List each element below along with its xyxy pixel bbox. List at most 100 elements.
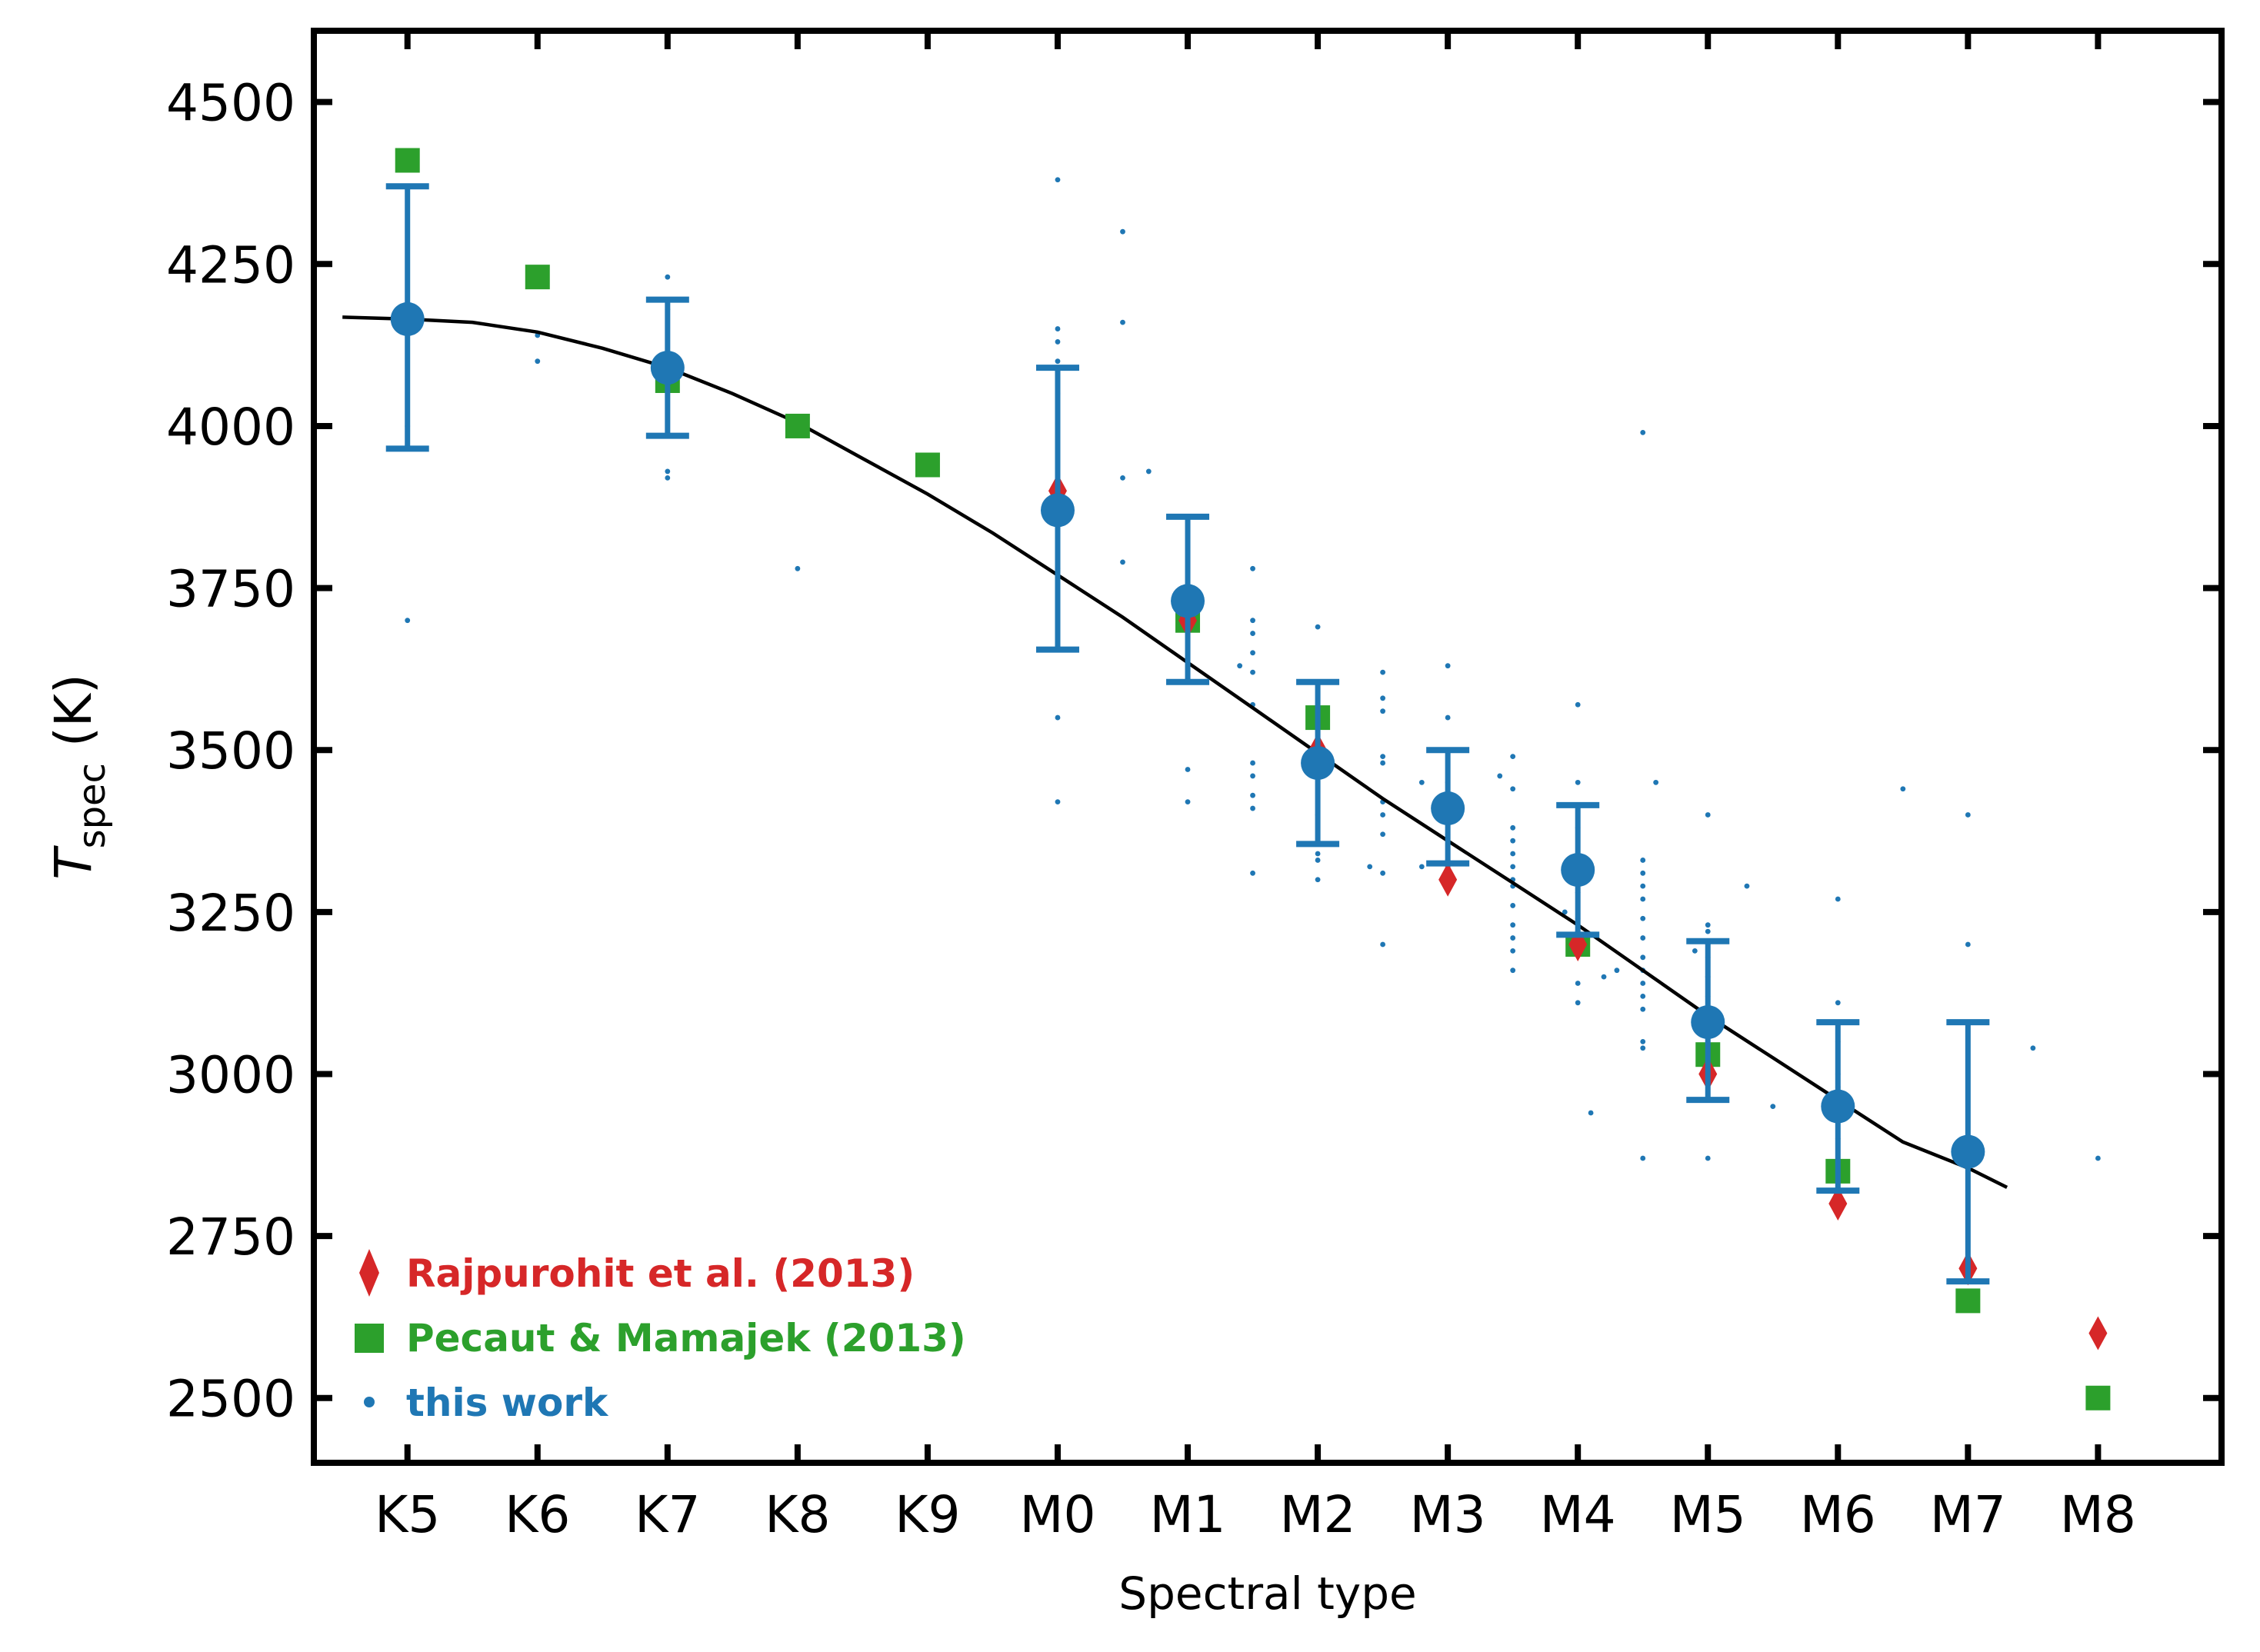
- pecaut-point: [915, 452, 940, 478]
- x-tick-label: M3: [1410, 1485, 1486, 1544]
- this-work-star-point: [1640, 1045, 1646, 1051]
- legend-label-rajpurohit: Rajpurohit et al. (2013): [406, 1251, 915, 1296]
- x-tick-label: M4: [1540, 1485, 1616, 1544]
- this-work-star-point: [1653, 779, 1659, 785]
- this-work-star-point: [665, 475, 671, 481]
- x-axis-label: Spectral type: [1118, 1567, 1416, 1620]
- this-work-star-point: [1575, 701, 1581, 708]
- binned-mean-point: [1821, 1089, 1855, 1124]
- binned-mean-point: [1951, 1134, 1985, 1169]
- x-tick-label: M6: [1800, 1485, 1876, 1544]
- plot-frame: [311, 28, 2225, 1466]
- x-tick-label: M8: [2060, 1485, 2136, 1544]
- this-work-star-point: [1055, 799, 1061, 805]
- this-work-star-point: [1250, 870, 1255, 876]
- x-tick-label: M1: [1150, 1485, 1226, 1544]
- legend: Rajpurohit et al. (2013) Pecaut & Mamaje…: [355, 1249, 966, 1425]
- this-work-star-point: [1705, 812, 1711, 818]
- this-work-star-point: [1705, 1155, 1711, 1161]
- y-tick-label: 4500: [166, 74, 295, 133]
- this-work-star-point: [665, 468, 671, 475]
- this-work-star-point: [2030, 1045, 2036, 1051]
- this-work-star-point: [1380, 831, 1386, 838]
- this-work-star-point: [1510, 948, 1516, 954]
- this-work-star-point: [1250, 650, 1255, 656]
- this-work-star-point: [1380, 695, 1386, 701]
- binned-mean-point: [1431, 791, 1465, 826]
- this-work-star-point: [1575, 981, 1581, 986]
- binned-mean-point: [1691, 1005, 1725, 1040]
- this-work-star-point: [1705, 928, 1711, 934]
- this-work-star-point: [1250, 773, 1255, 779]
- this-work-star-point: [1640, 981, 1646, 986]
- this-work-star-point: [1445, 663, 1451, 669]
- this-work-star-point: [1445, 714, 1451, 721]
- this-work-star-point: [1692, 948, 1698, 954]
- this-work-star-point: [1510, 922, 1516, 928]
- this-work-star-point: [1120, 475, 1125, 481]
- x-tick-label: K6: [505, 1485, 570, 1544]
- binned-mean-point: [1040, 493, 1075, 528]
- y-axis-label-unit: (K): [44, 674, 103, 747]
- this-work-star-point: [1380, 669, 1386, 675]
- this-work-star-point: [1744, 883, 1750, 889]
- this-work-star-point: [1510, 838, 1516, 844]
- this-work-star-point: [1835, 896, 1841, 902]
- this-work-star-point: [1614, 968, 1620, 974]
- y-tick-label: 3000: [166, 1045, 295, 1104]
- this-work-star-point: [1250, 760, 1255, 766]
- y-tick-label: 4000: [166, 398, 295, 457]
- this-work-star-point: [1510, 903, 1516, 908]
- x-tick-label: K8: [765, 1485, 830, 1544]
- this-work-star-point: [1640, 896, 1646, 902]
- this-work-star-point: [1965, 812, 1971, 818]
- legend-label-pecaut: Pecaut & Mamajek (2013): [406, 1316, 966, 1361]
- this-work-star-point: [1250, 805, 1255, 811]
- rajpurohit-point: [1438, 862, 1458, 897]
- this-work-star-point: [1510, 824, 1516, 831]
- this-work-star-point: [665, 274, 671, 280]
- y-axis-label-subscript: spec: [71, 763, 114, 848]
- rajpurohit-point: [2088, 1316, 2108, 1351]
- this-work-star-point: [1418, 779, 1425, 785]
- this-work-star-point: [1380, 760, 1386, 766]
- pecaut-point: [1955, 1288, 1981, 1314]
- this-work-star-point: [1510, 851, 1516, 857]
- this-work-star-point: [1640, 915, 1646, 921]
- this-work-star-point: [1120, 319, 1125, 325]
- this-work-star-point: [1380, 708, 1386, 714]
- legend-label-this-work: this work: [406, 1381, 609, 1425]
- this-work-star-point: [1380, 754, 1386, 760]
- this-work-star-point: [1575, 1000, 1581, 1006]
- this-work-star-point: [1120, 559, 1125, 565]
- this-work-star-point: [1510, 864, 1516, 870]
- labels-layer: Spectral type Tspec (K): [44, 674, 1417, 1620]
- binned-mean-point: [1561, 853, 1595, 888]
- this-work-star-point: [1640, 954, 1646, 961]
- this-work-star-point: [1640, 935, 1646, 941]
- this-work-star-point: [1601, 974, 1607, 980]
- y-axis-label-unit-gap: [44, 747, 103, 763]
- x-tick-label: K7: [635, 1485, 700, 1544]
- this-work-star-point: [1120, 228, 1125, 235]
- this-work-star-point: [1380, 870, 1386, 876]
- this-work-star-point: [1640, 858, 1646, 863]
- x-tick-label: M5: [1670, 1485, 1746, 1544]
- this-work-star-point: [1418, 864, 1425, 870]
- this-work-star-point: [1250, 618, 1255, 624]
- this-work-star-point: [1640, 993, 1646, 999]
- pecaut-point: [395, 148, 420, 173]
- binned-mean-point: [390, 301, 425, 336]
- this-work-star-point: [1510, 935, 1516, 941]
- this-work-star-point: [1250, 631, 1255, 636]
- this-work-star-point: [1588, 1110, 1594, 1116]
- y-axis-label-symbol: T: [44, 845, 103, 880]
- x-tick-label: M2: [1280, 1485, 1356, 1544]
- this-work-star-point: [1055, 339, 1061, 345]
- x-tick-label: M0: [1020, 1485, 1096, 1544]
- this-work-star-point: [1380, 941, 1386, 948]
- this-work-star-point: [1640, 870, 1646, 876]
- this-work-star-point: [1640, 883, 1646, 889]
